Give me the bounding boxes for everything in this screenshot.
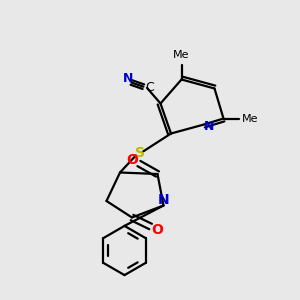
Text: Me: Me (242, 113, 259, 124)
Text: N: N (158, 193, 169, 207)
Text: C: C (145, 81, 154, 94)
Text: Me: Me (173, 50, 190, 61)
Text: N: N (123, 72, 133, 86)
Text: O: O (151, 223, 163, 236)
Text: O: O (126, 153, 138, 167)
Text: N: N (204, 119, 214, 133)
Text: S: S (134, 146, 145, 160)
